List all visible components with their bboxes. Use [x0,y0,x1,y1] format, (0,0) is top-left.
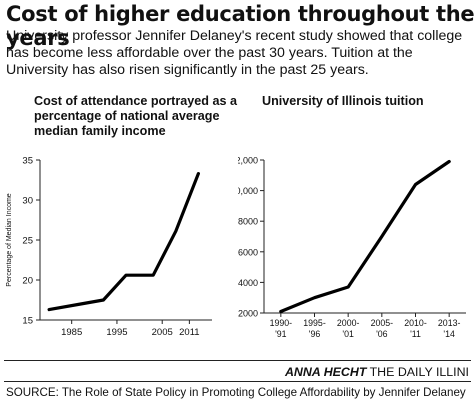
tuition-chart: 2000 4000 6000 8000 10,000 12,000 1990-'91 1995… [238,156,466,339]
x-tick-label: 2010-'11 [404,318,427,339]
x-tick-label: 2011 [179,327,199,338]
y-tick-label: 20 [22,276,33,287]
page-subtitle: University professor Jennifer Delaney's … [6,28,463,78]
footer-rule [4,360,471,361]
x-tick-label: 2005 [152,327,173,338]
y-tick-label: 2000 [238,309,258,319]
data-line [279,159,451,314]
author-name: ANNA HECHT [284,365,367,379]
y-tick-label: 6000 [238,247,258,257]
x-tick-label: 1995 [106,327,127,338]
y-tick-label: 4000 [238,278,258,288]
x-tick-label: 1985 [61,327,82,338]
credit-line: ANNA HECHT THE DAILY ILLINI [285,365,469,379]
x-tick-label: 2005-'06 [371,318,394,339]
y-axis-label: Percentage of Median Income [6,193,13,286]
x-tick-label: 1995-'96 [303,318,326,339]
y-tick-label: 30 [22,196,33,207]
source-rule [4,381,471,382]
data-line [47,172,200,312]
y-tick-label: 25 [22,236,33,247]
x-tick-label: 2000-'01 [337,318,360,339]
y-tick-label: 12,000 [238,156,258,166]
publication-name: THE DAILY ILLINI [369,365,469,379]
page-title: Cost of higher education throughout the … [6,2,475,50]
y-tick-label: 35 [22,156,33,167]
x-tick-label: 1990-'91 [270,318,293,339]
income-percentage-chart: 15 20 25 30 35 1985 1995 2005 2011 Percentage of … [6,156,212,338]
left-chart-title: Cost of attendance portrayed as a percen… [34,94,237,138]
x-tick-label: 2013-'14 [438,318,461,339]
right-chart-title: University of Illinois tuition [262,94,424,108]
y-tick-label: 15 [22,316,33,327]
y-tick-label: 8000 [238,217,258,227]
source-text: SOURCE: The Role of State Policy in Prom… [6,386,466,399]
y-tick-label: 10,000 [238,186,258,196]
